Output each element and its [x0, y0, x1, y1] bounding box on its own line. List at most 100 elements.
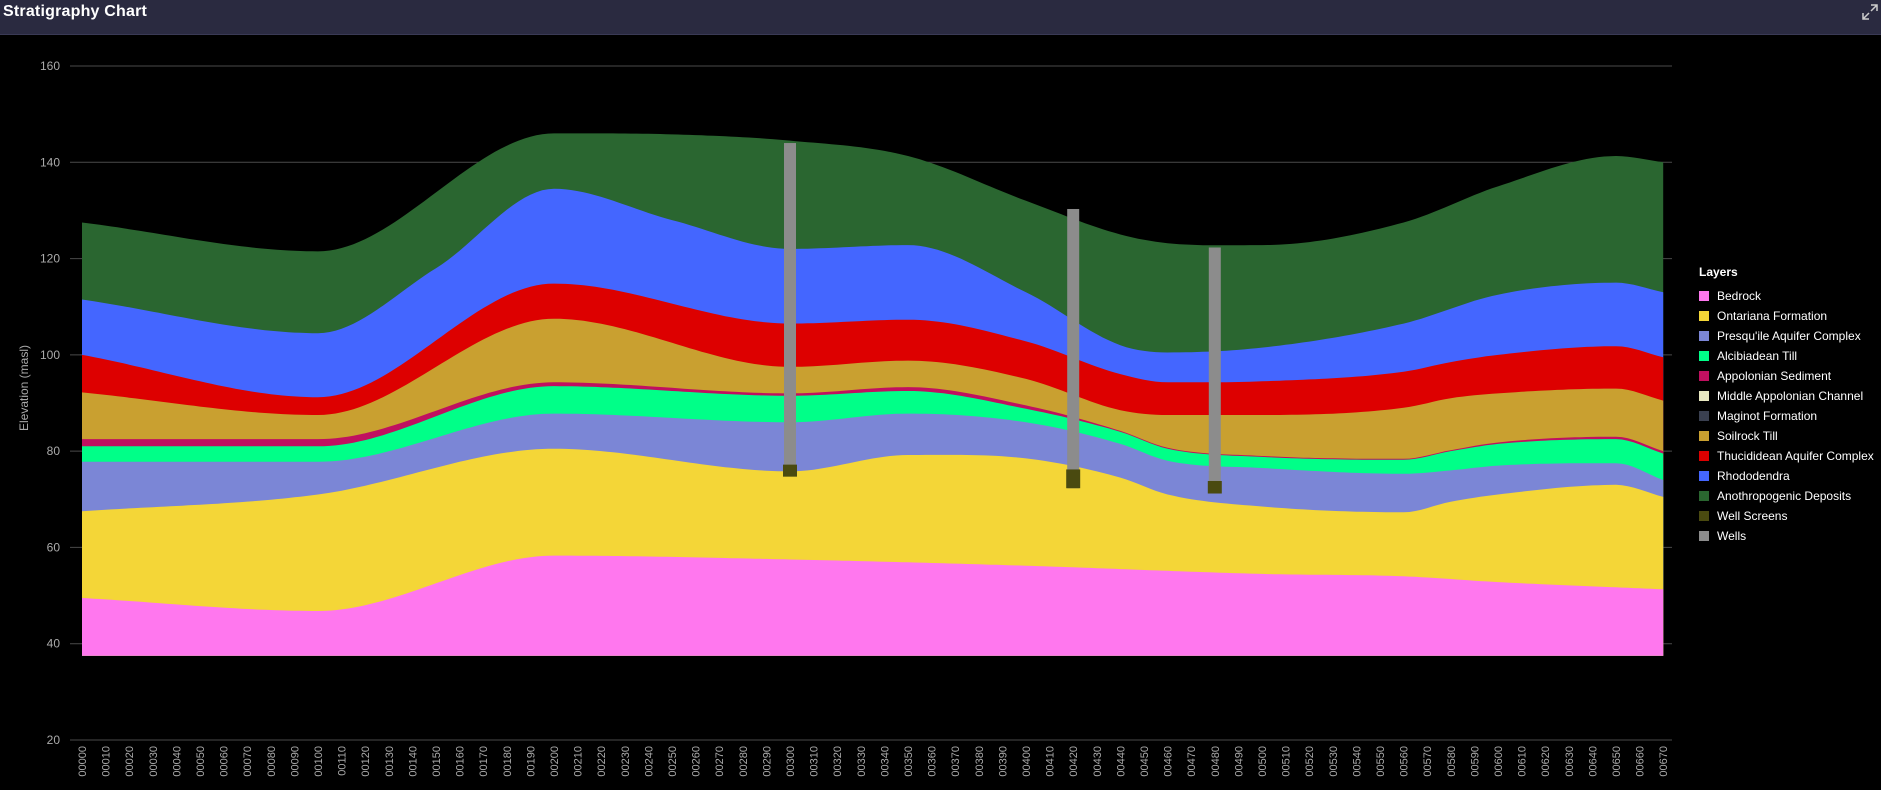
- legend-item-bedrock[interactable]: Bedrock: [1699, 286, 1881, 306]
- legend-label: Presqu'ile Aquifer Complex: [1717, 329, 1861, 343]
- legend-swatch: [1699, 291, 1709, 301]
- well-casing[interactable]: [784, 143, 796, 475]
- x-tick-label: 00180: [502, 746, 514, 777]
- x-tick-label: 00510: [1281, 746, 1293, 777]
- x-tick-label: 00380: [974, 746, 986, 777]
- x-tick-label: 00420: [1068, 746, 1080, 777]
- x-tick-label: 00350: [903, 746, 915, 777]
- x-tick-label: 00340: [879, 746, 891, 777]
- well-screen[interactable]: [783, 464, 797, 477]
- x-tick-label: 00520: [1304, 746, 1316, 777]
- legend-item-well-screens[interactable]: Well Screens: [1699, 506, 1881, 526]
- x-tick-label: 00620: [1540, 746, 1552, 777]
- x-tick-label: 00400: [1021, 746, 1033, 777]
- x-tick-label: 00490: [1233, 746, 1245, 777]
- x-tick-label: 00040: [171, 746, 183, 777]
- x-tick-label: 00030: [148, 746, 160, 777]
- legend-item-alcibiadean-till[interactable]: Alcibiadean Till: [1699, 346, 1881, 366]
- legend: Layers Bedrock Ontariana Formation Presqu'…: [1699, 264, 1881, 546]
- x-tick-label: 00540: [1351, 746, 1363, 777]
- legend-item-rhododendra[interactable]: Rhododendra: [1699, 466, 1881, 486]
- legend-swatch: [1699, 371, 1709, 381]
- x-tick-label: 00000: [77, 746, 89, 777]
- legend-title: Layers: [1699, 265, 1738, 279]
- legend-item-middle-appolonian-channel[interactable]: Middle Appolonian Channel: [1699, 386, 1881, 406]
- x-tick-label: 00460: [1163, 746, 1175, 777]
- x-tick-label: 00500: [1257, 746, 1269, 777]
- legend-label: Ontariana Formation: [1717, 309, 1828, 323]
- x-tick-label: 00110: [337, 746, 349, 776]
- x-tick-label: 00020: [124, 746, 136, 777]
- legend-item-appolonian-sediment[interactable]: Appolonian Sediment: [1699, 366, 1881, 386]
- x-tick-label: 00160: [455, 746, 467, 777]
- legend-swatch: [1699, 431, 1709, 441]
- y-tick-label: 60: [47, 540, 61, 554]
- y-axis-label: Elevation (masl): [17, 345, 31, 431]
- x-tick-label: 00390: [997, 746, 1009, 777]
- x-tick-label: 00440: [1115, 746, 1127, 777]
- x-tick-label: 00370: [950, 746, 962, 777]
- x-tick-label: 00610: [1517, 746, 1529, 777]
- x-tick-label: 00410: [1045, 746, 1057, 777]
- legend-label: Well Screens: [1717, 509, 1788, 523]
- legend-items: Bedrock Ontariana Formation Presqu'ile Aqu…: [1699, 286, 1881, 546]
- legend-item-wells[interactable]: Wells: [1699, 526, 1881, 546]
- x-tick-label: 00170: [478, 746, 490, 777]
- well-casing[interactable]: [1067, 208, 1080, 489]
- wells: [783, 143, 1222, 494]
- legend-item-thucididean-aquifer-complex[interactable]: Thucididean Aquifer Complex: [1699, 446, 1881, 466]
- layer-areas: [82, 133, 1664, 656]
- x-tick-label: 00190: [525, 746, 537, 777]
- well-screen[interactable]: [1207, 480, 1222, 494]
- legend-swatch: [1699, 391, 1709, 401]
- layer-area-bedrock[interactable]: [82, 555, 1664, 656]
- legend-swatch: [1699, 511, 1709, 521]
- x-tick-label: 00600: [1493, 746, 1505, 777]
- x-tick-label: 00130: [384, 746, 396, 777]
- x-tick-label: 00080: [266, 746, 278, 777]
- legend-label: Anothropogenic Deposits: [1717, 489, 1852, 503]
- x-tick-label: 00660: [1635, 746, 1647, 777]
- x-tick-label: 00650: [1611, 746, 1623, 777]
- x-tick-label: 00480: [1210, 746, 1222, 777]
- chart-title: Stratigraphy Chart: [3, 3, 148, 20]
- well-casing[interactable]: [1208, 247, 1221, 494]
- y-tick-label: 140: [40, 155, 60, 169]
- legend-swatch: [1699, 491, 1709, 501]
- legend-label: Wells: [1717, 529, 1747, 543]
- stratigraphy-chart[interactable]: 20 40 60 80 100 120 140 160 00000 00010 00020 0003…: [0, 36, 1690, 790]
- x-tick-label: 00590: [1469, 746, 1481, 777]
- legend-item-ontariana-formation[interactable]: Ontariana Formation: [1699, 306, 1881, 326]
- x-tick-label: 00010: [101, 746, 113, 777]
- x-tick-label: 00320: [832, 746, 844, 777]
- legend-label: Middle Appolonian Channel: [1717, 389, 1864, 403]
- x-tick-label: 00070: [242, 746, 254, 777]
- y-tick-label: 40: [47, 637, 61, 651]
- legend-label: Soilrock Till: [1717, 429, 1778, 443]
- x-tick-label: 00220: [596, 746, 608, 777]
- title-bar: Stratigraphy Chart: [0, 0, 1881, 35]
- x-tick-label: 00270: [714, 746, 726, 777]
- well-screen[interactable]: [1066, 469, 1081, 489]
- legend-item-presqu-ile-aquifer-complex[interactable]: Presqu'ile Aquifer Complex: [1699, 326, 1881, 346]
- x-tick-label: 00530: [1328, 746, 1340, 777]
- x-tick-label: 00210: [573, 746, 585, 777]
- legend-item-anothropogenic-deposits[interactable]: Anothropogenic Deposits: [1699, 486, 1881, 506]
- legend-swatch: [1699, 351, 1709, 361]
- legend-label: Thucididean Aquifer Complex: [1717, 449, 1874, 463]
- x-tick-label: 00310: [809, 746, 821, 777]
- y-tick-label: 20: [47, 733, 61, 747]
- x-tick-label: 00290: [761, 746, 773, 777]
- x-tick-label: 00280: [738, 746, 750, 777]
- x-tick-label: 00120: [360, 746, 372, 777]
- legend-label: Bedrock: [1717, 289, 1762, 303]
- legend-label: Alcibiadean Till: [1717, 349, 1798, 363]
- x-tick-label: 00430: [1092, 746, 1104, 777]
- legend-item-soilrock-till[interactable]: Soilrock Till: [1699, 426, 1881, 446]
- legend-item-maginot-formation[interactable]: Maginot Formation: [1699, 406, 1881, 426]
- x-tick-label: 00230: [620, 746, 632, 777]
- legend-swatch: [1699, 471, 1709, 481]
- x-tick-label: 00450: [1139, 746, 1151, 777]
- expand-icon[interactable]: [1861, 3, 1879, 21]
- x-tick-label: 00060: [219, 746, 231, 777]
